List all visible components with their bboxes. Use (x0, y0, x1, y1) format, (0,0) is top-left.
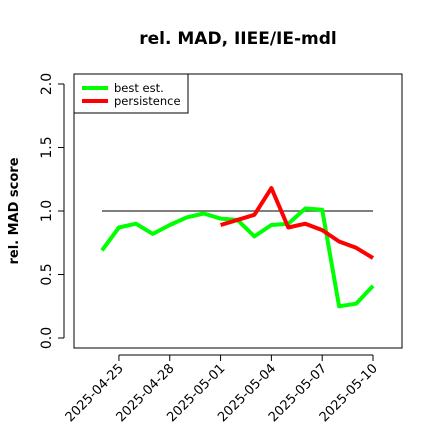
legend-label-best-est: best est. (114, 81, 164, 95)
legend-label-persistence: persistence (114, 94, 181, 108)
y-tick-label: 0.5 (39, 263, 55, 285)
series-layer (102, 188, 373, 306)
x-axis: 2025-04-252025-04-282025-05-012025-05-04… (63, 355, 381, 425)
y-axis-label: rel. MAD score (7, 157, 22, 264)
y-tick-label: 2.0 (39, 73, 55, 95)
y-tick-label: 0.0 (39, 327, 55, 349)
series-line-best-est (102, 209, 373, 307)
chart-title: rel. MAD, IIEE/IE-mdl (139, 29, 336, 49)
y-tick-label: 1.5 (39, 136, 55, 158)
legend: best est. persistence (74, 74, 188, 113)
y-axis: 0.0 0.5 1.0 1.5 2.0 (39, 73, 64, 349)
y-tick-label: 1.0 (39, 200, 55, 222)
